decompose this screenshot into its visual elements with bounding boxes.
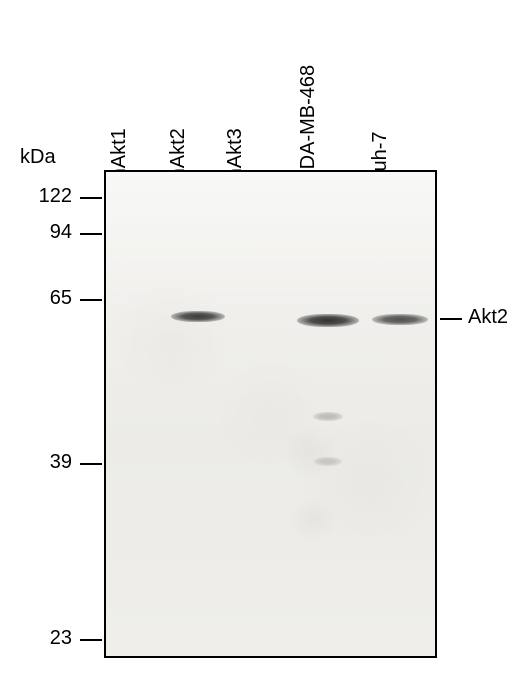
figure-container: kDa 122 94 65 39 23 rhAkt1 rhAkt2 rhAkt3… bbox=[0, 0, 527, 695]
right-annotation-label: Akt2 bbox=[468, 306, 508, 329]
marker-label-122: 122 bbox=[39, 185, 72, 208]
marker-tick-94 bbox=[80, 233, 102, 235]
band-MDA-MB-468-Akt2 bbox=[297, 314, 359, 327]
marker-tick-65 bbox=[80, 299, 102, 301]
blot-noise bbox=[106, 172, 435, 656]
marker-label-23: 23 bbox=[50, 627, 72, 650]
lane-label-MDA-MB-468: MDA-MB-468 bbox=[297, 65, 320, 186]
marker-unit-label: kDa bbox=[20, 146, 56, 169]
marker-label-94: 94 bbox=[50, 221, 72, 244]
blot-membrane bbox=[104, 170, 437, 658]
band-Huh-7-Akt2 bbox=[372, 314, 428, 325]
band-MDA-MB-468-faint1 bbox=[313, 412, 343, 421]
marker-label-65: 65 bbox=[50, 287, 72, 310]
band-rhAkt2-Akt2 bbox=[171, 311, 225, 322]
band-MDA-MB-468-faint2 bbox=[314, 457, 342, 466]
right-annotation-tick bbox=[440, 318, 462, 320]
marker-label-39: 39 bbox=[50, 451, 72, 474]
marker-tick-23 bbox=[80, 639, 102, 641]
marker-tick-39 bbox=[80, 463, 102, 465]
marker-tick-122 bbox=[80, 197, 102, 199]
